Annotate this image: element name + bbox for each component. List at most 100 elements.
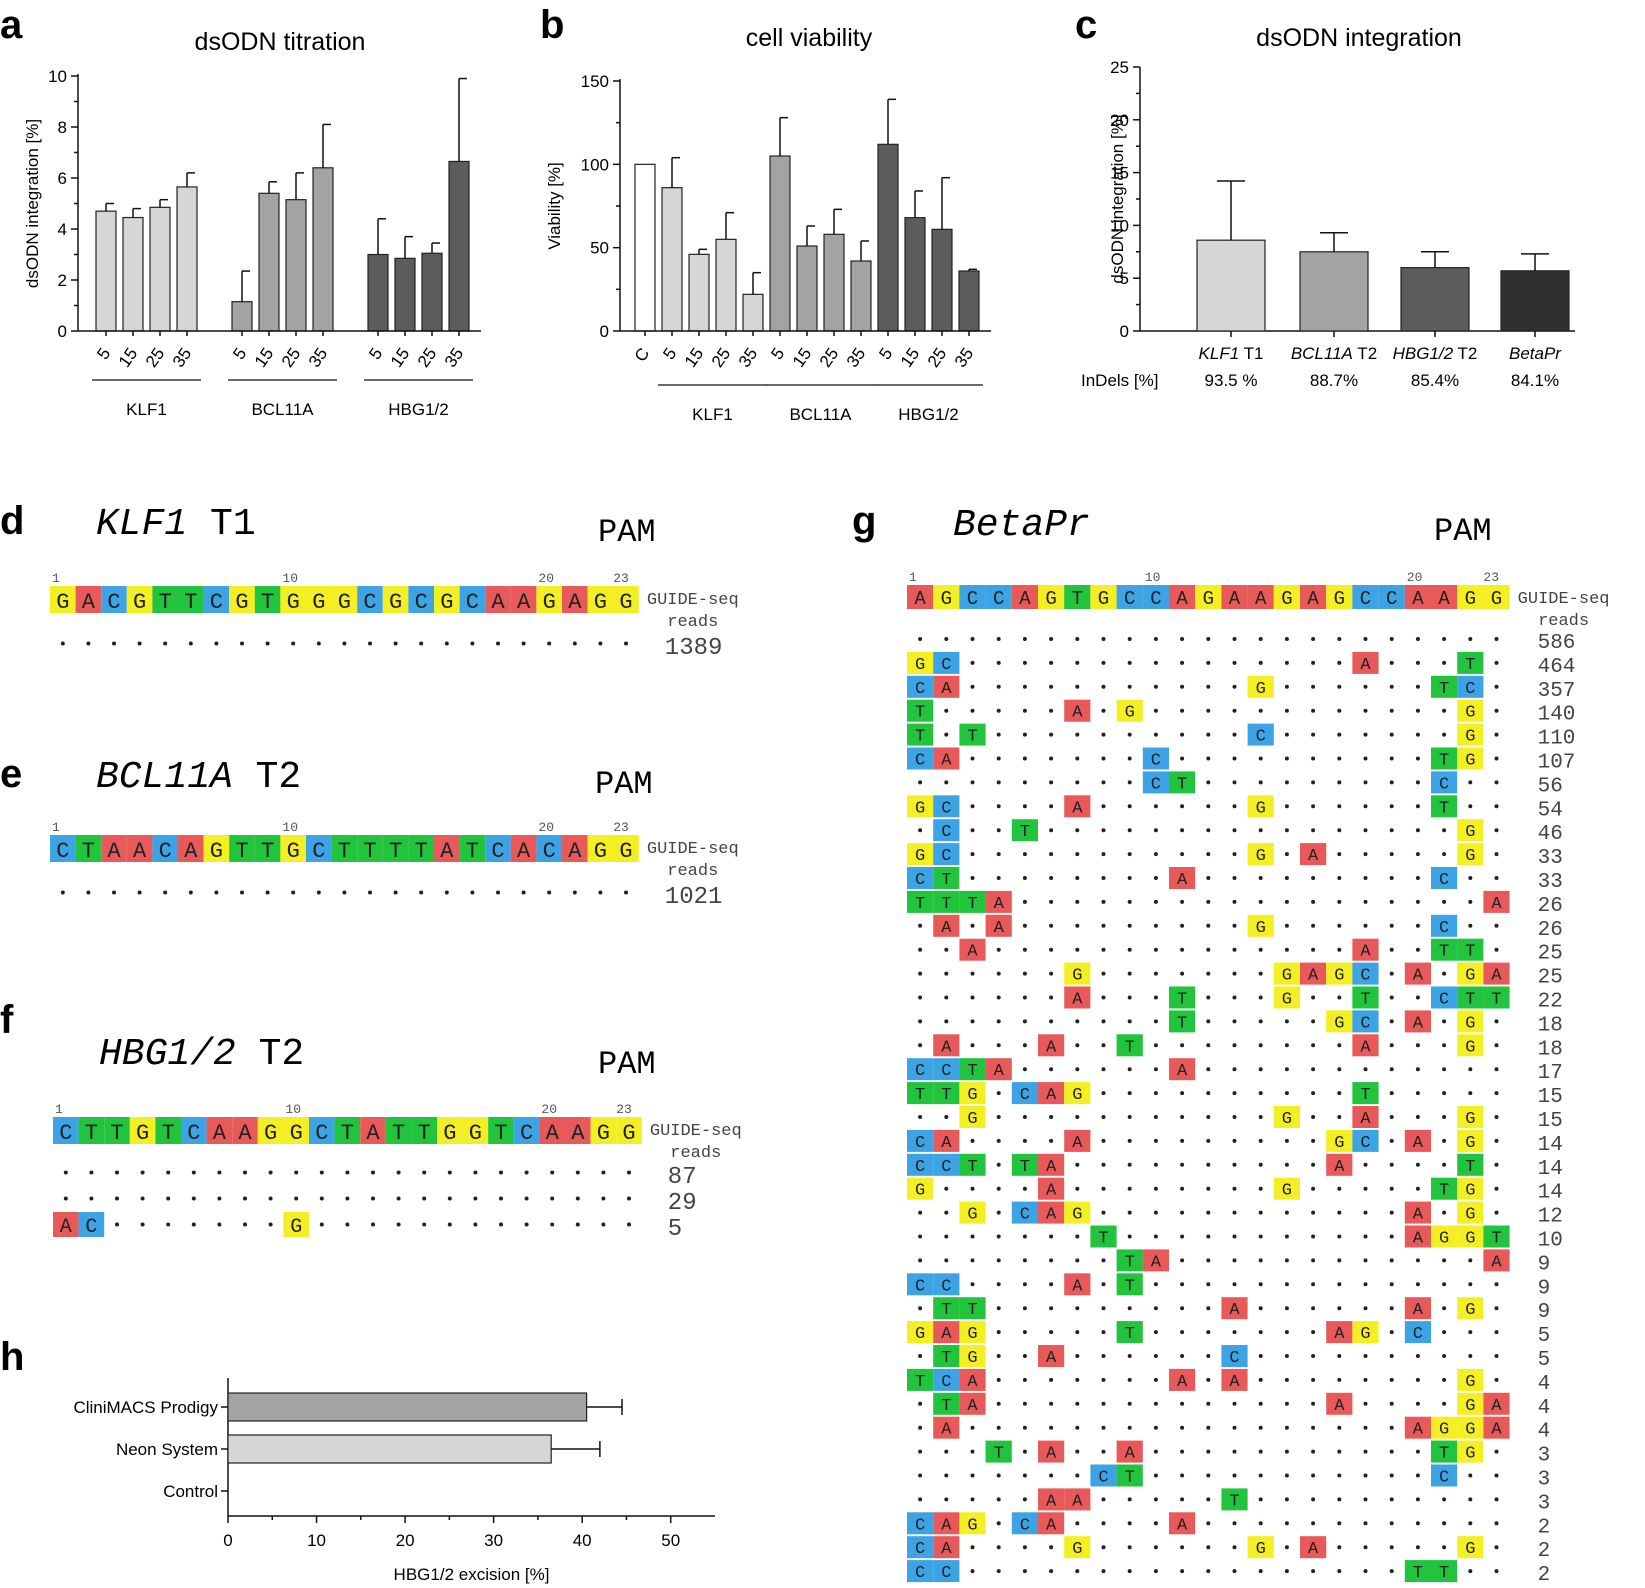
base-letter-T: T xyxy=(1413,1564,1423,1583)
match-dot xyxy=(1389,1401,1394,1406)
match-dot xyxy=(970,852,975,857)
match-dot xyxy=(1363,1473,1368,1478)
base-box-G xyxy=(126,586,153,613)
base-letter-T: T xyxy=(1465,656,1475,675)
match-dot xyxy=(521,641,526,646)
match-dot xyxy=(1363,708,1368,713)
match-dot xyxy=(1363,1354,1368,1358)
base-box-G xyxy=(229,586,255,613)
base-letter-A: A xyxy=(1177,1373,1188,1392)
match-dot xyxy=(396,1170,401,1175)
match-dot xyxy=(1494,852,1499,857)
pam-label: PAM xyxy=(595,766,653,803)
match-dot xyxy=(970,684,975,689)
match-dot xyxy=(1311,1401,1316,1406)
base-box-G xyxy=(1247,914,1274,937)
match-dot xyxy=(1415,876,1420,880)
base-letter-T: T xyxy=(418,1121,431,1146)
base-box-C xyxy=(933,1368,960,1391)
base-box-A xyxy=(1404,1201,1431,1224)
match-dot xyxy=(1232,1521,1237,1526)
base-box-A xyxy=(933,1034,960,1057)
match-dot xyxy=(1127,1138,1132,1143)
match-dot xyxy=(1468,1067,1473,1072)
base-box-T xyxy=(985,1440,1012,1463)
match-dot xyxy=(1180,923,1185,928)
match-dot xyxy=(1415,1354,1420,1358)
match-dot xyxy=(265,641,270,646)
match-dot xyxy=(1284,1019,1289,1024)
match-dot xyxy=(393,890,398,895)
read-count: 15 xyxy=(1538,1110,1563,1133)
match-dot xyxy=(1442,1210,1447,1215)
match-dot xyxy=(1363,1569,1368,1574)
base-box-A xyxy=(1064,795,1091,818)
bar-horizontal xyxy=(227,1392,588,1422)
base-letter-A: A xyxy=(1491,1421,1502,1440)
panel-letter-c: c xyxy=(1075,3,1097,47)
base-letter-G: G xyxy=(1465,1301,1475,1320)
match-dot xyxy=(1049,1425,1054,1430)
position-label: 1 xyxy=(55,1102,63,1117)
match-dot xyxy=(422,1196,427,1201)
read-count: 2 xyxy=(1538,1540,1551,1563)
base-box-G xyxy=(907,1177,934,1200)
base-letter-G: G xyxy=(1072,1206,1082,1225)
match-dot xyxy=(944,1473,949,1478)
match-dot xyxy=(996,732,1001,737)
base-box-T xyxy=(1483,1225,1510,1248)
match-dot xyxy=(1180,684,1185,689)
base-letter-T: T xyxy=(1229,1492,1239,1511)
match-dot xyxy=(1337,660,1342,665)
match-dot xyxy=(342,890,347,895)
match-dot xyxy=(1389,708,1394,713)
match-dot xyxy=(1337,876,1342,880)
base-box-T xyxy=(1116,1321,1143,1344)
match-dot xyxy=(1049,1545,1054,1550)
match-dot xyxy=(1311,1425,1316,1430)
match-dot xyxy=(1284,947,1289,952)
match-dot xyxy=(1101,804,1106,809)
match-dot xyxy=(1022,708,1027,713)
base-letter-T: T xyxy=(1360,1086,1370,1105)
match-dot xyxy=(1022,804,1027,809)
match-dot xyxy=(371,1196,375,1201)
base-letter-T: T xyxy=(1020,1158,1030,1177)
base-letter-A: A xyxy=(1177,1516,1188,1535)
match-dot xyxy=(1153,1306,1158,1311)
match-dot xyxy=(1206,899,1211,904)
x-tick-label: 35 xyxy=(441,344,467,370)
match-dot xyxy=(1101,828,1106,833)
match-dot xyxy=(1075,1330,1080,1335)
match-dot xyxy=(1075,1449,1080,1454)
match-dot xyxy=(137,641,142,646)
base-letter-G: G xyxy=(1125,704,1135,723)
base-letter-G: G xyxy=(440,590,453,615)
match-dot xyxy=(1389,756,1394,761)
base-letter-T: T xyxy=(967,1301,977,1320)
target-name: T2 xyxy=(236,1033,304,1076)
bar-klf1 xyxy=(176,186,198,332)
match-dot xyxy=(1311,804,1316,809)
base-box-A xyxy=(1300,843,1327,866)
match-dot xyxy=(1389,1186,1394,1191)
base-box-A xyxy=(1011,585,1038,609)
match-dot xyxy=(524,1196,529,1201)
base-box-C xyxy=(1011,1082,1038,1105)
bar-bcl11a xyxy=(312,167,334,332)
match-dot xyxy=(1389,804,1394,809)
match-dot xyxy=(214,890,219,895)
base-letter-C: C xyxy=(491,839,504,864)
match-dot xyxy=(1337,708,1342,713)
base-letter-G: G xyxy=(312,590,325,615)
match-dot xyxy=(970,1545,975,1550)
base-letter-T: T xyxy=(1177,775,1187,794)
match-dot xyxy=(970,1043,975,1048)
base-box-G xyxy=(1457,1106,1484,1128)
base-letter-G: G xyxy=(619,839,632,864)
match-dot xyxy=(1284,1497,1289,1502)
base-letter-G: G xyxy=(290,1121,303,1146)
base-letter-C: C xyxy=(1439,1469,1449,1488)
base-box-T xyxy=(1404,1560,1431,1583)
match-dot xyxy=(944,1210,949,1215)
